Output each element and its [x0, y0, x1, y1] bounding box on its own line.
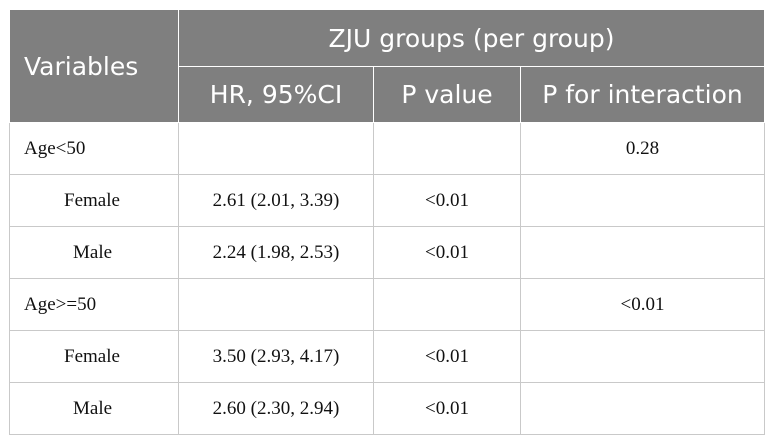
variables-header: Variables	[9, 9, 179, 123]
table-header: Variables ZJU groups (per group) HR, 95%…	[9, 9, 765, 123]
p-interaction-header: P for interaction	[520, 66, 765, 123]
p-value-header: P value	[373, 66, 521, 123]
p-interaction-cell	[520, 330, 765, 383]
p-interaction-cell: <0.01	[520, 278, 765, 331]
table-row: Male 2.60 (2.30, 2.94) <0.01	[9, 382, 765, 435]
p-value-cell: <0.01	[373, 382, 521, 435]
table-row: Age>=50 <0.01	[9, 278, 765, 331]
variable-cell: Male	[9, 382, 179, 435]
variable-cell: Female	[9, 330, 179, 383]
table-body: Age<50 0.28 Female 2.61 (2.01, 3.39) <0.…	[9, 122, 765, 435]
variable-cell: Age<50	[9, 122, 179, 175]
p-value-cell	[373, 278, 521, 331]
hr-cell: 2.60 (2.30, 2.94)	[178, 382, 374, 435]
hr-cell	[178, 278, 374, 331]
p-value-cell: <0.01	[373, 174, 521, 227]
hr-cell	[178, 122, 374, 175]
variable-cell: Age>=50	[9, 278, 179, 331]
hr-ci-header: HR, 95%CI	[178, 66, 374, 123]
results-table: Variables ZJU groups (per group) HR, 95%…	[9, 9, 765, 435]
table-row: Female 2.61 (2.01, 3.39) <0.01	[9, 174, 765, 227]
hr-cell: 3.50 (2.93, 4.17)	[178, 330, 374, 383]
table-row: Female 3.50 (2.93, 4.17) <0.01	[9, 330, 765, 383]
p-interaction-cell	[520, 382, 765, 435]
variable-cell: Female	[9, 174, 179, 227]
hr-cell: 2.24 (1.98, 2.53)	[178, 226, 374, 279]
p-value-cell	[373, 122, 521, 175]
group-header: ZJU groups (per group)	[178, 9, 765, 67]
p-interaction-cell	[520, 174, 765, 227]
p-value-cell: <0.01	[373, 226, 521, 279]
table-row: Age<50 0.28	[9, 122, 765, 175]
p-interaction-cell: 0.28	[520, 122, 765, 175]
p-value-cell: <0.01	[373, 330, 521, 383]
variable-cell: Male	[9, 226, 179, 279]
hr-cell: 2.61 (2.01, 3.39)	[178, 174, 374, 227]
table-row: Male 2.24 (1.98, 2.53) <0.01	[9, 226, 765, 279]
p-interaction-cell	[520, 226, 765, 279]
